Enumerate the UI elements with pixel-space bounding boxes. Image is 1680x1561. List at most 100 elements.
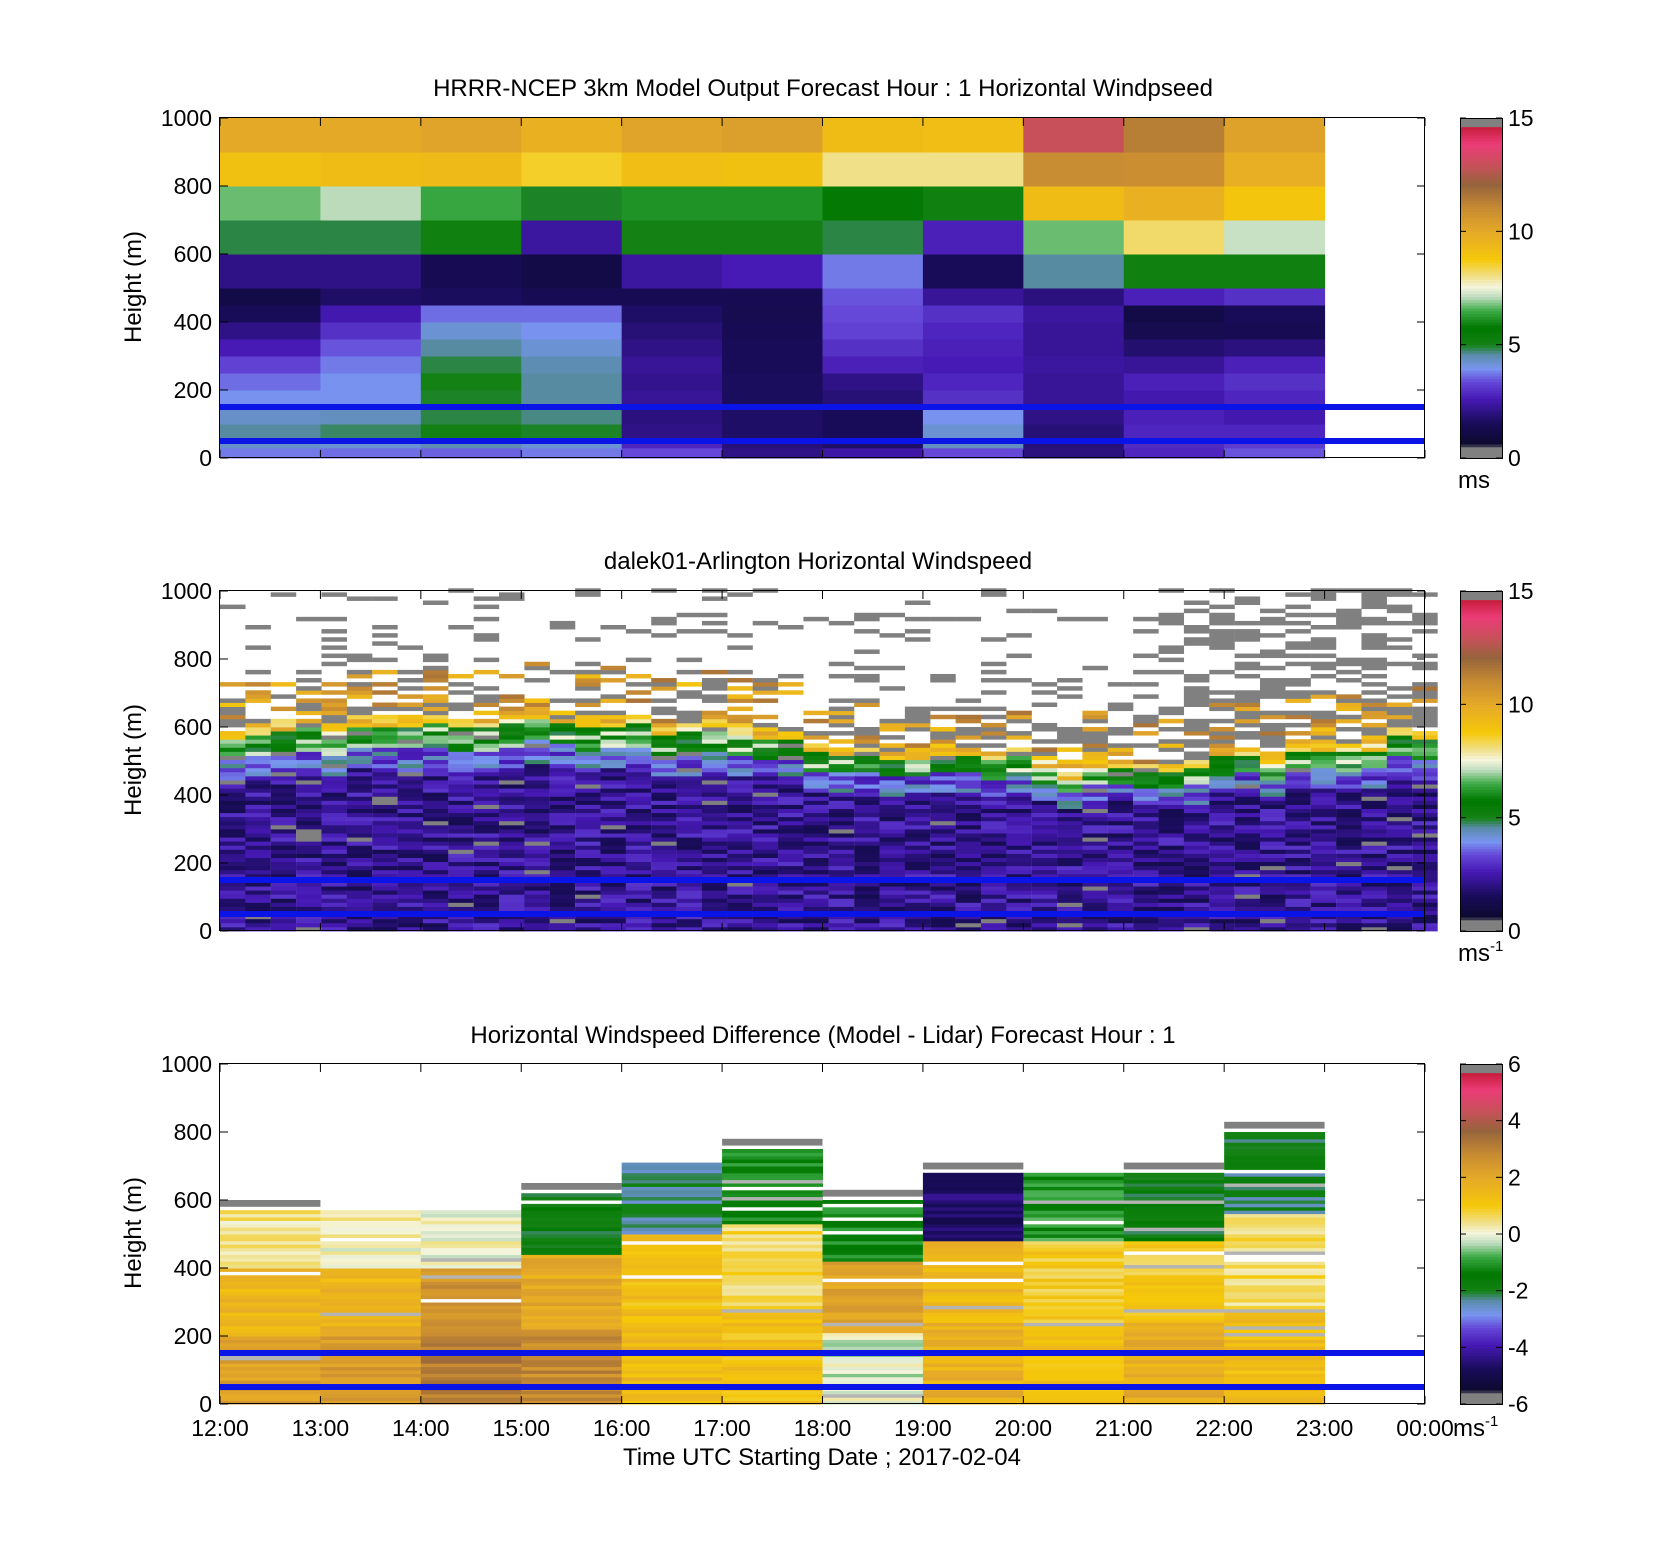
heatmap-cell [1285, 849, 1311, 854]
heatmap-cell [980, 902, 1007, 907]
heatmap-cell [420, 1315, 522, 1320]
missing-cell [828, 661, 855, 667]
heatmap-cell [1259, 816, 1286, 822]
heatmap-cell [422, 743, 449, 748]
heatmap-cell [524, 722, 550, 728]
heatmap-cell [1006, 849, 1032, 854]
missing-cell [1310, 653, 1337, 659]
heatmap-cell [422, 673, 449, 679]
heatmap-cell [1386, 812, 1413, 818]
heatmap-cell [1023, 1257, 1125, 1262]
heatmap-cell [524, 816, 550, 822]
heatmap-cell [828, 861, 855, 867]
heatmap-cell [1006, 763, 1032, 769]
heatmap-cell [1310, 796, 1337, 801]
heatmap-cell [1107, 906, 1134, 911]
heatmap-cell [1082, 808, 1108, 814]
heatmap-cell [397, 845, 424, 850]
heatmap-cell [499, 820, 525, 826]
heatmap-cell [828, 829, 855, 834]
colorbar-swatch [1460, 387, 1502, 391]
heatmap-cell [220, 424, 321, 439]
heatmap-cell [980, 727, 1007, 732]
colorbar-swatch [1460, 701, 1502, 705]
heatmap-cell [621, 1227, 723, 1232]
heatmap-cell [549, 780, 576, 785]
heatmap-cell [1234, 865, 1261, 871]
heatmap-cell [1123, 1220, 1225, 1225]
heatmap-cell [722, 1370, 823, 1374]
heatmap-cell [803, 808, 829, 814]
colorbar-swatch [1460, 265, 1502, 269]
heatmap-cell [701, 816, 728, 822]
heatmap-cell [521, 1393, 623, 1398]
heatmap-cell [422, 780, 449, 785]
colorbar-swatch [1460, 1251, 1502, 1255]
heatmap-cell [346, 722, 373, 728]
heatmap-cell [220, 1295, 321, 1300]
missing-cell [727, 645, 753, 650]
heatmap-cell [922, 1312, 1024, 1317]
heatmap-cell [1158, 792, 1185, 797]
heatmap-cell [822, 1244, 924, 1249]
heatmap-cell [575, 714, 601, 720]
heatmap-cell [549, 727, 576, 732]
heatmap-cell [220, 1264, 321, 1269]
heatmap-cell [1259, 775, 1286, 781]
heatmap-cell [245, 894, 271, 899]
heatmap-cell [1107, 918, 1134, 924]
colorbar-swatch [1460, 370, 1502, 374]
colorbar-swatch [1460, 712, 1502, 717]
heatmap-cell [320, 1363, 422, 1368]
heatmap-cell [803, 841, 829, 846]
heatmap-cell [1123, 1285, 1225, 1289]
heatmap-cell [625, 926, 652, 932]
heatmap-cell [1234, 800, 1261, 805]
heatmap-cell [651, 812, 677, 818]
heatmap-cell [1224, 1322, 1326, 1327]
heatmap-cell [448, 673, 474, 679]
heatmap-cell [822, 220, 924, 255]
heatmap-cell [1158, 727, 1185, 732]
heatmap-cell [1336, 706, 1362, 712]
heatmap-cell [346, 869, 373, 875]
heatmap-cell [621, 1172, 723, 1177]
missing-cell [473, 633, 500, 638]
heatmap-cell [854, 873, 880, 879]
heatmap-cell [803, 735, 829, 740]
missing-cell [701, 596, 728, 601]
heatmap-cell [1006, 869, 1032, 875]
heatmap-cell [1133, 824, 1159, 830]
colorbar-swatch [1460, 1395, 1502, 1399]
heatmap-cell [727, 845, 753, 850]
heatmap-cell [397, 702, 424, 707]
heatmap-cell [879, 894, 906, 899]
missing-cell [1259, 653, 1286, 659]
heatmap-cell [822, 1251, 924, 1255]
heatmap-cell [448, 918, 474, 924]
heatmap-cell [822, 1200, 924, 1204]
heatmap-cell [1123, 152, 1225, 187]
heatmap-cell [1285, 747, 1311, 752]
heatmap-cell [752, 890, 779, 895]
heatmap-cell [879, 747, 906, 752]
heatmap-cell [1183, 804, 1210, 809]
heatmap-cell [828, 771, 855, 777]
heatmap-cell [296, 698, 322, 703]
heatmap-cell [625, 890, 652, 895]
heatmap-cell [625, 673, 652, 679]
heatmap-cell [521, 1227, 623, 1232]
heatmap-cell [822, 1332, 924, 1337]
colorbar-swatch [1460, 288, 1502, 292]
heatmap-cell [1107, 812, 1134, 818]
heatmap-cell [1123, 1210, 1225, 1215]
heatmap-cell [722, 1264, 823, 1269]
heatmap-cell [1123, 1264, 1225, 1269]
heatmap-cell [1336, 845, 1362, 850]
heatmap-cell [955, 812, 982, 818]
heatmap-cell [727, 784, 753, 789]
colorbar-swatch [1460, 707, 1502, 711]
colorbar-swatch [1460, 163, 1502, 167]
missing-cell [930, 678, 956, 683]
heatmap-cell [1285, 890, 1311, 895]
